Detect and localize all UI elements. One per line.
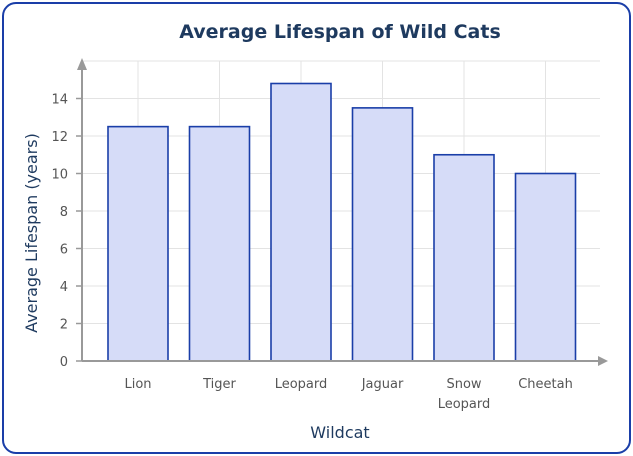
y-tick-labels: 0 2 4 6 8 10 12 14 xyxy=(51,93,82,370)
x-axis-arrow xyxy=(598,356,608,366)
x-tick-label: Cheetah xyxy=(518,377,573,392)
y-tick-label: 0 xyxy=(60,355,68,370)
chart-title: Average Lifespan of Wild Cats xyxy=(179,21,501,43)
axes-layer xyxy=(77,58,608,366)
y-tick-label: 4 xyxy=(60,280,68,295)
bar-cheetah xyxy=(514,172,577,362)
x-tick-label: Lion xyxy=(124,377,151,392)
y-tick-label: 12 xyxy=(51,130,68,145)
bar-jaguar xyxy=(351,107,414,362)
x-tick-label: Snow Leopard xyxy=(438,377,491,412)
x-tick-labels: Lion Tiger Leopard Jaguar Snow Leopard Cheetah xyxy=(124,377,572,412)
bar-snow-leopard xyxy=(433,153,495,362)
y-tick-label: 14 xyxy=(51,93,68,108)
y-axis-arrow xyxy=(77,58,87,70)
bars-layer xyxy=(107,82,577,362)
x-tick-label: Tiger xyxy=(202,377,236,392)
y-axis-label: Average Lifespan (years) xyxy=(22,133,41,333)
bar-leopard xyxy=(270,82,332,362)
x-tick-label: Leopard xyxy=(275,377,328,392)
y-tick-label: 6 xyxy=(60,243,68,258)
y-tick-label: 10 xyxy=(51,168,68,183)
x-tick-label: Jaguar xyxy=(361,377,404,392)
y-tick-label: 2 xyxy=(60,318,68,333)
x-axis-label: Wildcat xyxy=(310,423,369,442)
bar-lion xyxy=(107,125,169,362)
bar-tiger xyxy=(188,125,251,362)
y-tick-label: 8 xyxy=(60,205,68,220)
